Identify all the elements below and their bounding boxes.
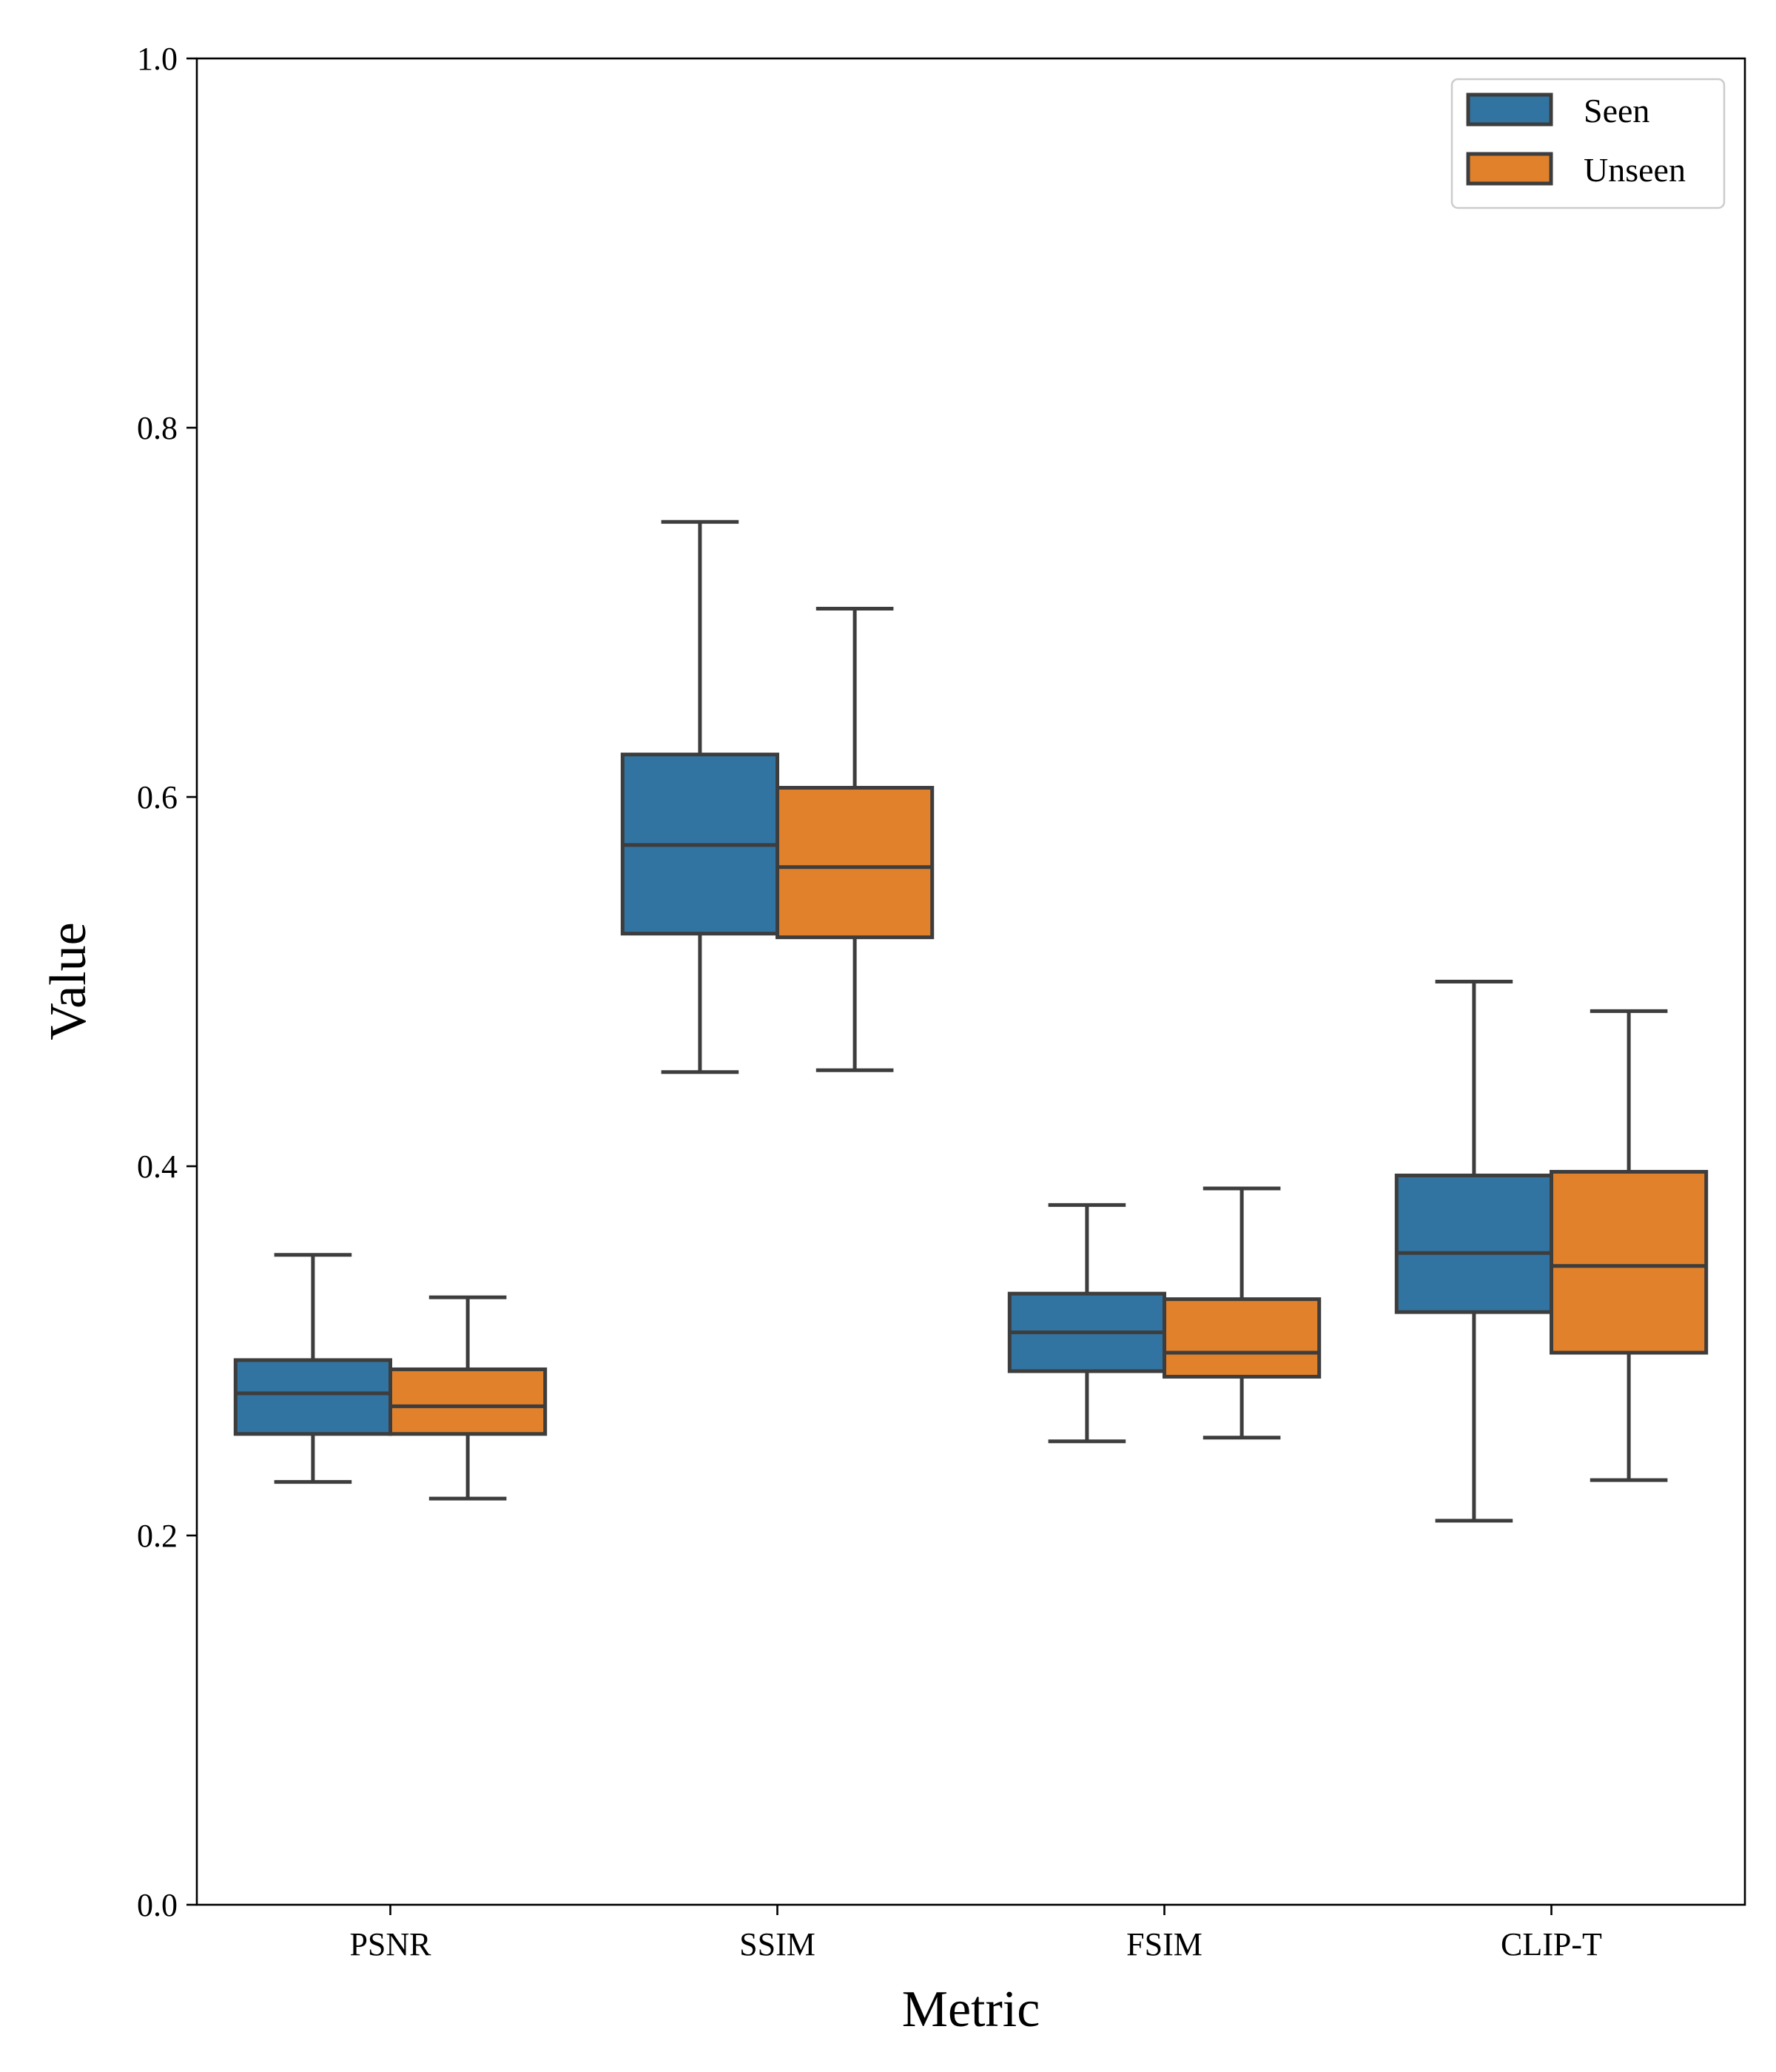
y-tick-label: 0.4 — [137, 1148, 178, 1185]
legend-swatch-seen — [1466, 92, 1553, 127]
box-unseen-ssim — [776, 607, 935, 1072]
iqr-box — [1163, 1297, 1322, 1379]
box-seen-clip-t — [1394, 980, 1554, 1523]
y-axis: 0.0 0.2 0.4 0.6 0.8 1.0 — [137, 41, 197, 1923]
box-seen-ssim — [620, 519, 779, 1074]
x-tick-label: SSIM — [739, 1926, 815, 1962]
iqr-box — [1550, 1169, 1709, 1355]
y-tick-label: 0.0 — [137, 1887, 178, 1923]
boxes-layer — [233, 519, 1709, 1523]
x-tick-label: CLIP-T — [1501, 1926, 1602, 1962]
box-seen-psnr — [233, 1253, 392, 1484]
x-tick-label: PSNR — [349, 1926, 431, 1962]
y-axis-label: Value — [40, 922, 97, 1040]
legend: Seen Unseen — [1450, 78, 1726, 209]
y-tick-label: 0.6 — [137, 779, 178, 815]
box-unseen-clip-t — [1550, 1009, 1709, 1482]
box-unseen-fsim — [1163, 1186, 1322, 1440]
x-tick-label: FSIM — [1126, 1926, 1202, 1962]
box-unseen-psnr — [388, 1295, 548, 1501]
plot-frame — [195, 57, 1746, 1906]
legend-label-unseen: Unseen — [1584, 151, 1686, 189]
legend-label-seen: Seen — [1584, 92, 1649, 130]
x-axis-label: Metric — [902, 1981, 1040, 2038]
x-axis: PSNR SSIM FSIM CLIP-T — [349, 1905, 1602, 1962]
iqr-box — [388, 1367, 548, 1436]
iqr-box — [1394, 1173, 1554, 1314]
y-tick-label: 0.8 — [137, 410, 178, 446]
y-tick-label: 0.2 — [137, 1518, 178, 1554]
iqr-box — [233, 1358, 392, 1436]
iqr-box — [776, 786, 935, 940]
y-tick-label: 1.0 — [137, 41, 178, 77]
legend-swatch-unseen — [1466, 152, 1553, 186]
